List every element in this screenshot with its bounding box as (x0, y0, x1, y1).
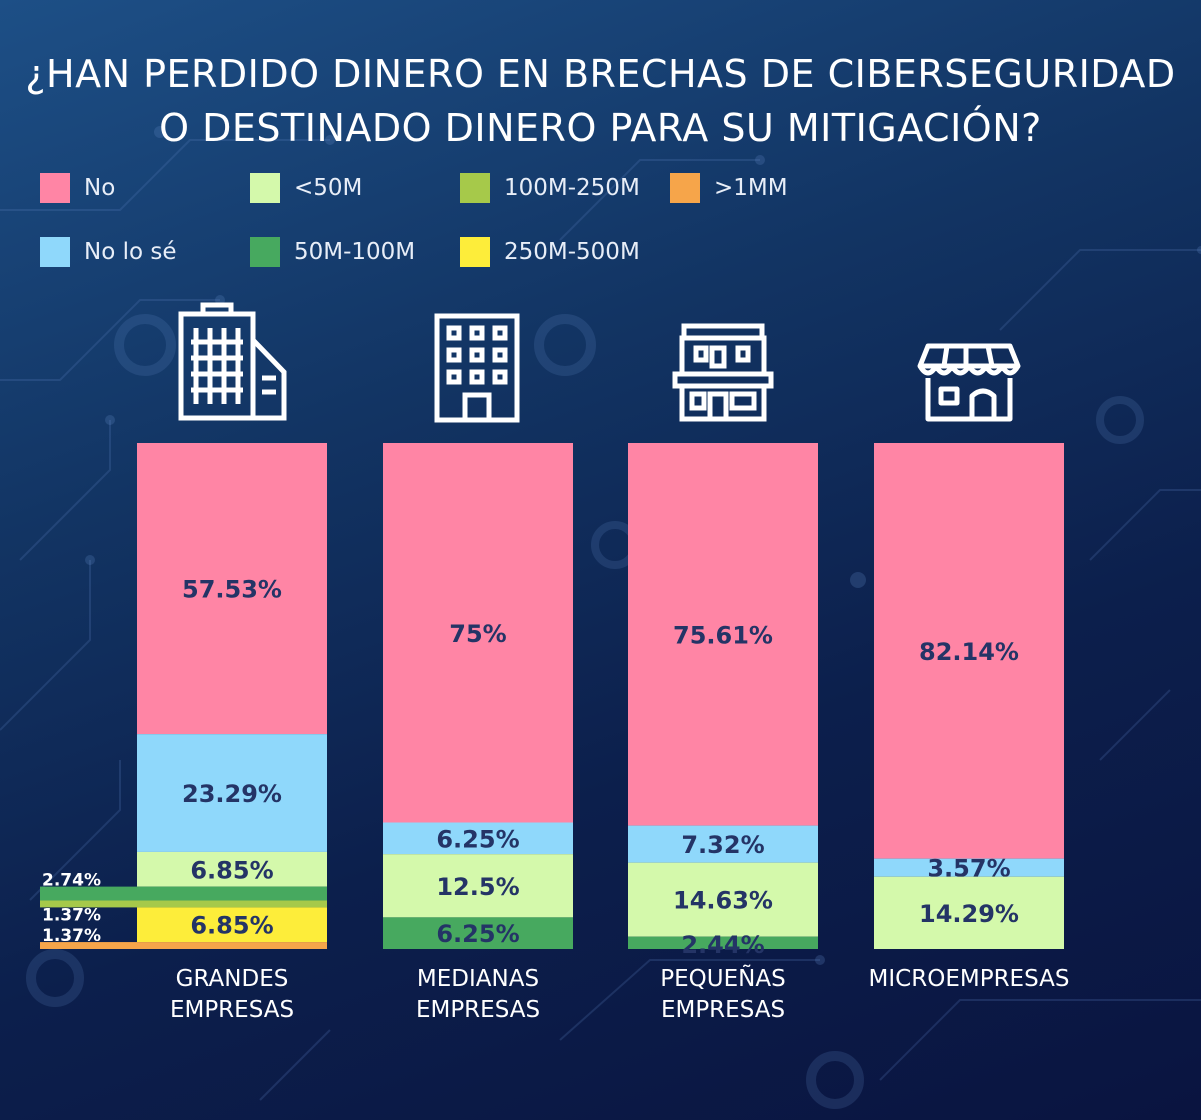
category-label-grandes-empresas-line-2: EMPRESAS (170, 997, 294, 1023)
legend-label-250m-500m: 250M-500M (504, 239, 640, 265)
data-label-grandes-empresas-under-50m: 6.85% (190, 856, 273, 884)
legend-label-under-50m: <50M (294, 175, 363, 201)
office-tower-icon (178, 302, 287, 421)
bar-segment-grandes-empresas-100m-250m (40, 900, 327, 908)
data-label-medianas-empresas-50m-100m: 6.25% (436, 920, 519, 948)
category-label-medianas-empresas-line-2: EMPRESAS (416, 997, 540, 1023)
bar-segment-microempresas-under-50m (874, 876, 1064, 949)
data-label-pequenas-empresas-no-lo-se: 7.32% (681, 831, 764, 859)
building-icon (434, 313, 520, 423)
bar-segment-pequenas-empresas-no-lo-se (628, 825, 818, 863)
chart-title-line-2: O DESTINADO DINERO PARA SU MITIGACIÓN? (159, 106, 1042, 150)
legend-swatch-no-lo-se (40, 237, 70, 267)
data-label-pequenas-empresas-50m-100m: 2.44% (681, 931, 764, 959)
legend-label-100m-250m: 100M-250M (504, 175, 640, 201)
data-label-medianas-empresas-no: 75% (449, 620, 506, 648)
chart-title-line-1: ¿HAN PERDIDO DINERO EN BRECHAS DE CIBERS… (25, 52, 1176, 96)
legend-label-50m-100m: 50M-100M (294, 239, 416, 265)
storefront-icon (917, 343, 1021, 422)
legend-label-over-1mm: >1MM (714, 175, 788, 201)
data-label-grandes-empresas-no: 57.53% (182, 576, 282, 604)
data-label-pequenas-empresas-no: 75.61% (673, 621, 773, 649)
legend-swatch-250m-500m (460, 237, 490, 267)
bar-segment-grandes-empresas-under-50m (137, 851, 327, 887)
category-label-grandes-empresas-line-1: GRANDES (176, 966, 289, 992)
data-label-microempresas-under-50m: 14.29% (919, 900, 1019, 928)
data-label-medianas-empresas-no-lo-se: 6.25% (436, 825, 519, 853)
bar-segment-medianas-empresas-no-lo-se (383, 822, 573, 855)
legend-swatch-over-1mm (670, 173, 700, 203)
data-label-grandes-empresas-50m-100m: 2.74% (42, 871, 101, 891)
bar-segment-medianas-empresas-under-50m (383, 854, 573, 918)
legend-swatch-100m-250m (460, 173, 490, 203)
legend-swatch-50m-100m (250, 237, 280, 267)
bar-segment-pequenas-empresas-50m-100m (628, 936, 818, 949)
category-label-pequenas-empresas-line-2: EMPRESAS (661, 997, 785, 1023)
data-label-microempresas-no: 82.14% (919, 638, 1019, 666)
data-label-grandes-empresas-no-lo-se: 23.29% (182, 780, 282, 808)
category-label-medianas-empresas-line-1: MEDIANAS (417, 966, 539, 992)
data-label-medianas-empresas-under-50m: 12.5% (436, 873, 519, 901)
data-label-grandes-empresas-over-1mm: 1.37% (42, 926, 101, 946)
data-label-grandes-empresas-100m-250m: 1.37% (42, 905, 101, 925)
shop-building-icon (672, 323, 774, 422)
bar-segment-medianas-empresas-no (383, 443, 573, 823)
bar-segment-grandes-empresas-no-lo-se (137, 734, 327, 852)
bar-segment-grandes-empresas-over-1mm (40, 942, 327, 949)
bar-segment-microempresas-no (874, 443, 1064, 859)
legend-label-no-lo-se: No lo sé (84, 239, 177, 265)
bar-segment-medianas-empresas-50m-100m (383, 917, 573, 949)
legend-label-no: No (84, 175, 116, 201)
category-label-microempresas-line-1: MICROEMPRESAS (869, 966, 1070, 992)
legend-swatch-no (40, 173, 70, 203)
bar-segment-pequenas-empresas-under-50m (628, 862, 818, 937)
category-label-pequenas-empresas-line-1: PEQUEÑAS (660, 964, 785, 992)
bar-segment-pequenas-empresas-no (628, 443, 818, 826)
bar-segment-grandes-empresas-50m-100m (40, 886, 327, 901)
bar-segment-grandes-empresas-250m-500m (137, 907, 327, 943)
data-label-grandes-empresas-250m-500m: 6.85% (190, 912, 273, 940)
bar-segment-grandes-empresas-no (137, 443, 327, 735)
legend-swatch-under-50m (250, 173, 280, 203)
data-label-pequenas-empresas-under-50m: 14.63% (673, 887, 773, 915)
bar-segment-microempresas-no-lo-se (874, 858, 1064, 877)
